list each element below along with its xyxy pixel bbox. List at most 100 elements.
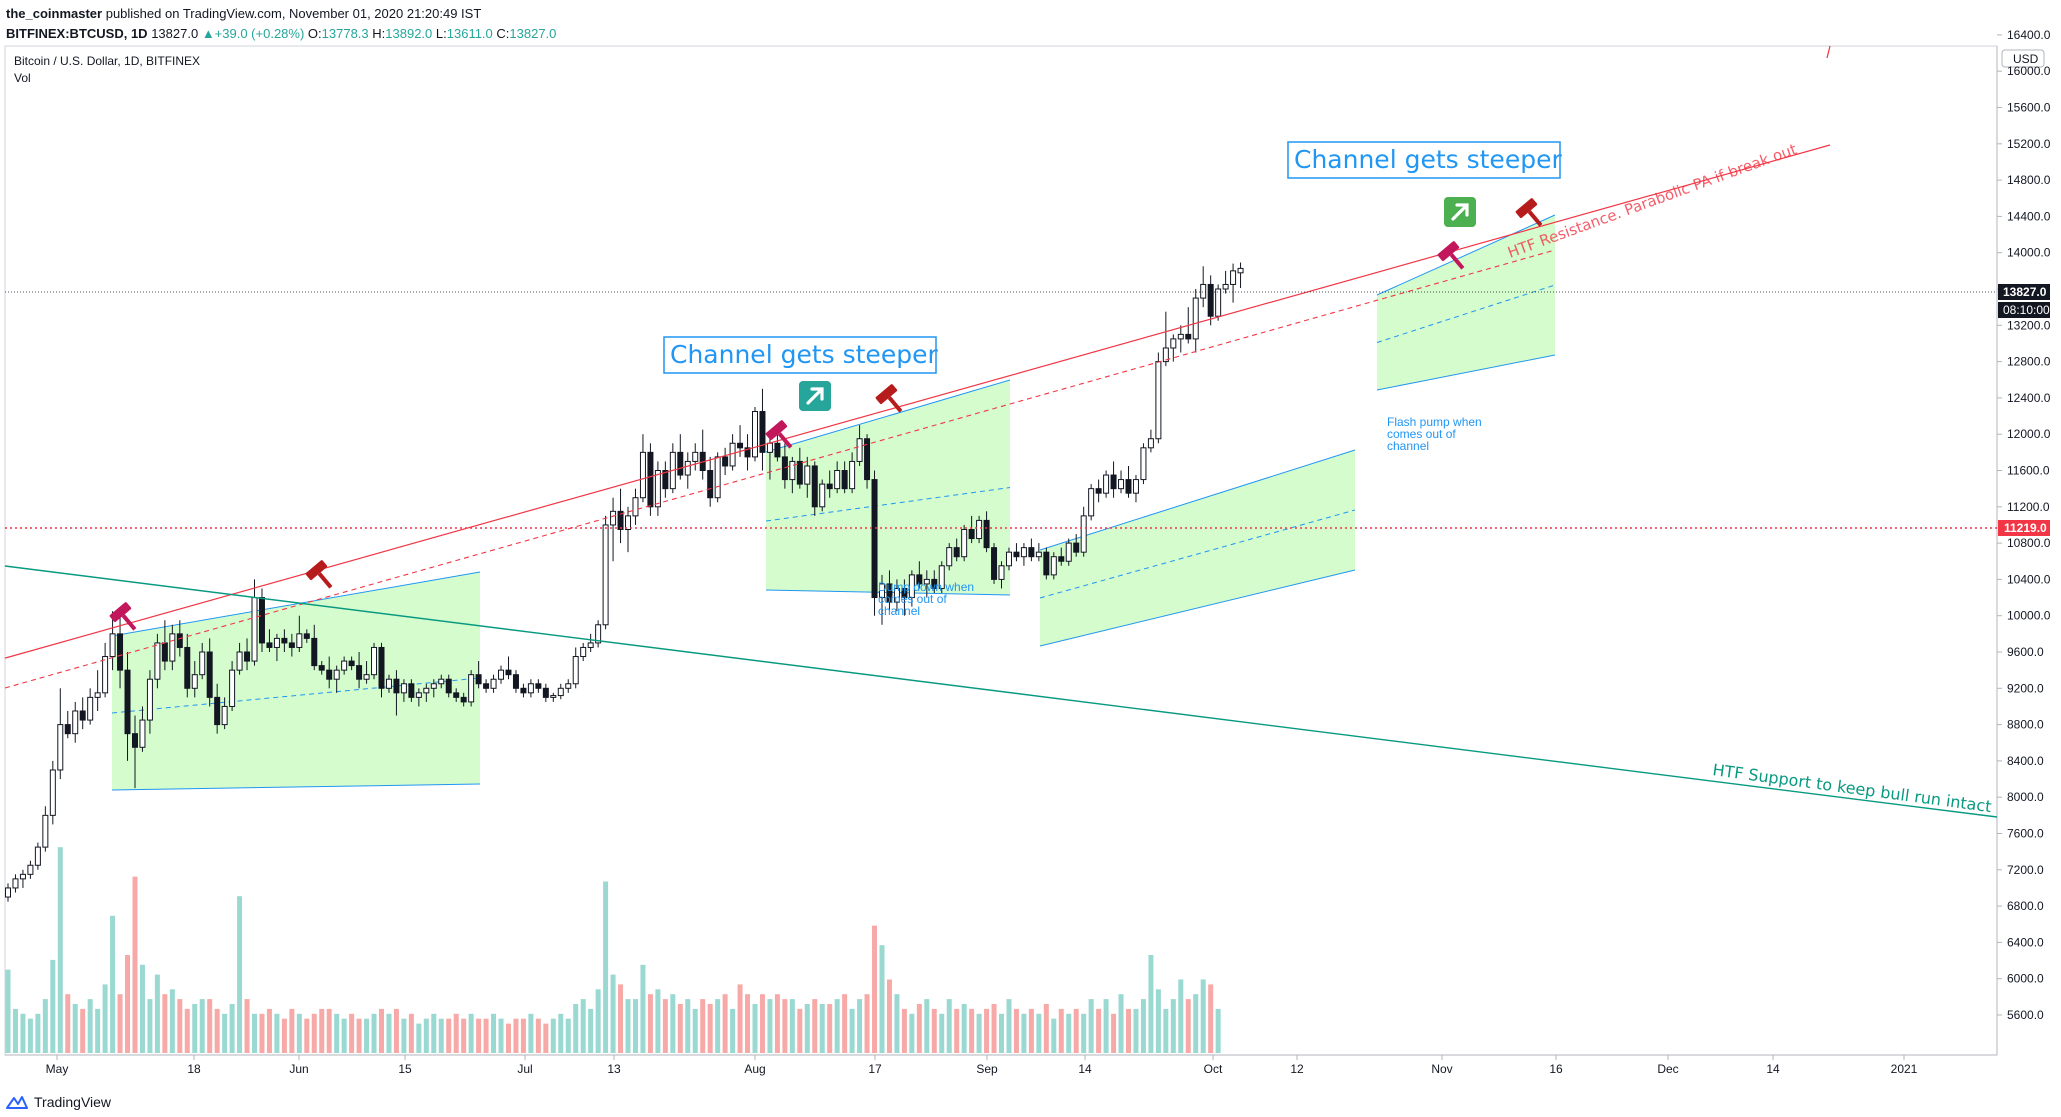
footer-brand[interactable]: TradingView bbox=[34, 1094, 112, 1110]
candle-body bbox=[296, 633, 303, 648]
price-tick-label: 12400.0 bbox=[2007, 391, 2051, 405]
candle-body bbox=[774, 442, 781, 458]
volume-bar bbox=[50, 959, 56, 1053]
volume-bar bbox=[20, 1013, 26, 1053]
time-tick-label: Oct bbox=[1204, 1062, 1223, 1076]
candle-body bbox=[303, 633, 310, 639]
dump-note-line-1: Dump down when bbox=[878, 580, 974, 594]
volume-bar bbox=[618, 984, 624, 1053]
price-axis[interactable]: USD 16400.0 16000.0 15600.0 15200.0 14800.0 1… bbox=[1997, 28, 2051, 1022]
candle-body bbox=[1110, 474, 1117, 490]
candle-body bbox=[1043, 551, 1050, 576]
candle-body bbox=[901, 587, 908, 599]
candle-body bbox=[19, 873, 26, 880]
candle-body bbox=[1095, 488, 1102, 494]
volume-bar bbox=[677, 1004, 683, 1053]
volume-bar bbox=[1081, 1013, 1087, 1053]
icons-layer bbox=[109, 197, 1543, 631]
candle-body bbox=[1058, 556, 1065, 562]
candle-body bbox=[707, 470, 714, 499]
hammer-icon bbox=[765, 420, 793, 449]
candle-body bbox=[251, 597, 258, 662]
volume-bar bbox=[1028, 1008, 1034, 1053]
channel-note-1: Channel gets steeper bbox=[670, 340, 938, 369]
volume-bar bbox=[87, 999, 93, 1053]
candle-body bbox=[288, 642, 295, 648]
price-tick-label: 11200.0 bbox=[2007, 500, 2050, 514]
candle-body bbox=[131, 733, 138, 748]
channel-fill-4 bbox=[1377, 215, 1555, 390]
candle-body bbox=[789, 460, 796, 481]
candle-body bbox=[766, 442, 773, 453]
price-tick-label: 9600.0 bbox=[2007, 645, 2044, 659]
symbol-line: BITFINEX:BTCUSD, 1D 13827.0 ▲+39.0 (+0.2… bbox=[6, 24, 556, 44]
time-axis[interactable]: May 18 Jun 15 Jul 13 Aug 17 Sep 14 Oct 12 Nov 16 Dec 14… bbox=[46, 1055, 1918, 1076]
candle-body bbox=[1140, 447, 1147, 481]
volume-bar bbox=[894, 994, 900, 1053]
price-change: ▲+39.0 (+0.28%) bbox=[201, 26, 305, 41]
candle-body bbox=[468, 674, 475, 703]
channel-note-box-2[interactable] bbox=[1287, 141, 1561, 179]
price-tick-label: 8000.0 bbox=[2007, 790, 2044, 804]
dump-note-line-2: comes out of bbox=[878, 592, 947, 606]
candle-body bbox=[916, 574, 923, 585]
volume-bar bbox=[252, 1013, 258, 1053]
volume-bar bbox=[1021, 1013, 1027, 1053]
volume-bar bbox=[42, 999, 48, 1053]
candle-body bbox=[1035, 551, 1042, 558]
volume-bar bbox=[1140, 999, 1146, 1053]
volume-bar bbox=[647, 994, 653, 1053]
volume-bar bbox=[603, 881, 609, 1053]
tradingview-logo-icon[interactable] bbox=[6, 1094, 28, 1110]
hammer-handle bbox=[317, 572, 333, 589]
price-tick-label: 7200.0 bbox=[2007, 863, 2044, 877]
volume-bar bbox=[266, 1008, 272, 1053]
volume-bar bbox=[774, 994, 780, 1053]
time-tick-label: 14 bbox=[1766, 1062, 1780, 1076]
hammer-icon bbox=[875, 384, 903, 413]
volume-bar bbox=[259, 1013, 265, 1053]
volume-bar bbox=[453, 1013, 459, 1053]
volume-bar bbox=[550, 1018, 556, 1053]
volume-bar bbox=[117, 994, 123, 1053]
channel-fill-1 bbox=[112, 572, 480, 790]
volume-bar bbox=[543, 1023, 549, 1053]
price-markers: 13827.0 08:10:00 11219.0 bbox=[1998, 284, 2050, 536]
price-chart[interactable]: Bitcoin / U.S. Dollar, 1D, BITFINEX Vol … bbox=[0, 0, 2061, 1090]
candle-body bbox=[475, 674, 482, 685]
volume-bar bbox=[692, 1008, 698, 1053]
candle-body bbox=[647, 451, 654, 508]
candle-body bbox=[856, 438, 863, 462]
low-value: 13611.0 bbox=[446, 26, 493, 41]
volume-bar bbox=[154, 974, 160, 1053]
candle-body bbox=[34, 846, 41, 866]
volume-bar bbox=[1215, 1008, 1221, 1053]
volume-bar bbox=[65, 994, 71, 1053]
candle-body bbox=[1155, 361, 1162, 440]
candle-body bbox=[266, 642, 273, 648]
candle-body bbox=[1118, 479, 1125, 490]
price-tick-label: 5600.0 bbox=[2007, 1008, 2044, 1022]
candle-body bbox=[1028, 547, 1035, 558]
price-tick-label: 8400.0 bbox=[2007, 754, 2044, 768]
channel-fill-2 bbox=[766, 380, 1010, 595]
channel-note-box-1[interactable] bbox=[663, 336, 937, 374]
low-label: L: bbox=[435, 26, 447, 41]
currency-badge[interactable] bbox=[2001, 49, 2045, 68]
volume-bar bbox=[311, 1013, 317, 1053]
price-tick-label: 16400.0 bbox=[2007, 28, 2051, 42]
price-tick-label: 10800.0 bbox=[2007, 536, 2051, 550]
candle-body bbox=[281, 637, 288, 644]
author-name[interactable]: the_coinmaster bbox=[6, 6, 103, 21]
volume-bar bbox=[789, 999, 795, 1053]
volume-bar bbox=[528, 1013, 534, 1053]
candle-body bbox=[841, 470, 848, 490]
volume-bar bbox=[229, 1004, 235, 1053]
candle-body bbox=[998, 565, 1005, 580]
price-tick-label: 13200.0 bbox=[2007, 318, 2051, 332]
volume-bar bbox=[438, 1018, 444, 1053]
channel-bottom-4 bbox=[1376, 354, 1556, 391]
volume-bar bbox=[961, 1004, 967, 1053]
candle-body bbox=[968, 528, 975, 540]
volume-bar bbox=[745, 994, 751, 1053]
